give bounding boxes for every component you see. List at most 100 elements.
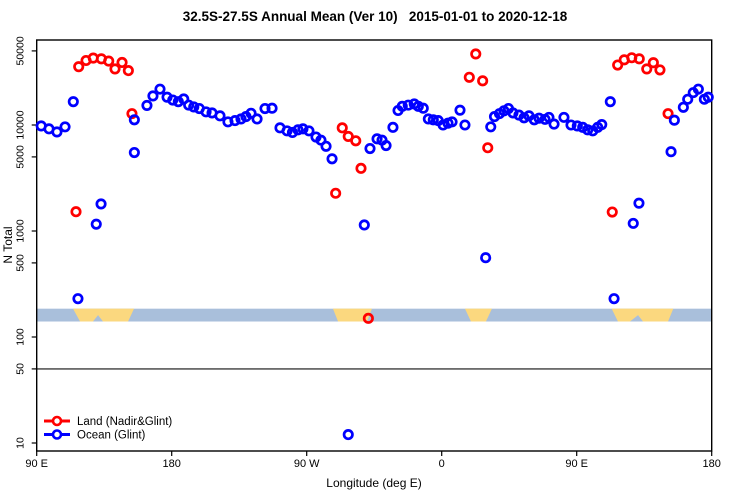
ocean-data-point [459, 119, 471, 131]
ocean-data-point [380, 139, 392, 152]
ocean-data-point [668, 114, 680, 126]
legend-label: Ocean (Glint) [77, 430, 146, 442]
land-data-point [355, 162, 367, 174]
land-data-point [641, 63, 653, 75]
land-data-point [633, 53, 645, 65]
ocean-data-point [188, 101, 200, 113]
x-tick-label: 180 [163, 458, 181, 470]
land-data-point [606, 206, 618, 218]
legend-label: Land (Nadir&Glint) [77, 416, 172, 428]
ocean-data-point [183, 99, 195, 111]
ocean-data-point [543, 111, 555, 123]
map-strip-land-segment [464, 308, 492, 322]
ocean-data-point [141, 99, 153, 111]
land-data-point [103, 55, 115, 67]
ocean-data-point [292, 124, 304, 136]
ocean-data-point [154, 83, 166, 95]
y-tick-label: 500 [15, 254, 27, 272]
ocean-data-point [51, 126, 63, 138]
y-tick-label: 100 [15, 328, 27, 346]
plot-border [36, 39, 713, 452]
ocean-data-point [665, 146, 677, 158]
ocean-data-point [342, 429, 354, 441]
ocean-data-point [604, 96, 616, 108]
ocean-data-point [72, 293, 84, 305]
land-data-point [647, 57, 659, 69]
x-axis-title: Longitude (deg E) [326, 476, 421, 490]
ocean-data-point [371, 133, 383, 145]
ocean-data-point [548, 118, 560, 130]
land-data-point [463, 71, 475, 83]
y-tick-label: 10000 [15, 110, 27, 139]
land-data-point [73, 61, 85, 73]
x-tick-label: 180 [703, 458, 721, 470]
ocean-data-point [90, 218, 102, 230]
ocean-data-point [608, 293, 620, 305]
land-data-point [477, 75, 489, 87]
land-data-point [336, 122, 348, 134]
map-strip-ocean [36, 308, 712, 322]
y-tick-label: 1000 [15, 219, 27, 243]
ocean-data-point [702, 91, 714, 103]
ocean-data-point [533, 112, 545, 124]
y-tick-label: 50000 [15, 36, 27, 65]
ocean-data-point [286, 126, 298, 139]
ocean-data-point [507, 107, 519, 119]
ocean-data-point [200, 106, 212, 118]
ocean-data-point [571, 120, 583, 132]
land-data-point [362, 312, 374, 324]
ocean-data-point [303, 125, 315, 137]
ocean-data-point [558, 111, 570, 123]
y-tick-label: 5000 [15, 145, 27, 169]
ocean-data-point [454, 104, 466, 116]
ocean-data-point [446, 116, 458, 128]
ocean-data-point [59, 121, 71, 133]
x-tick-label: 90 E [25, 458, 48, 470]
ocean-data-point [147, 90, 159, 102]
ocean-data-point [326, 153, 338, 165]
land-data-point [662, 108, 674, 120]
land-data-point [654, 64, 666, 76]
land-data-point [470, 48, 482, 60]
land-data-point [122, 65, 134, 77]
map-strip-land-segment [611, 308, 674, 322]
land-data-point [70, 206, 82, 218]
y-axis-title: N Total [1, 226, 15, 263]
ocean-data-point [229, 115, 241, 127]
ocean-data-point [682, 93, 694, 105]
ocean-data-point [245, 107, 257, 119]
y-tick-label: 50 [15, 363, 27, 375]
ocean-data-point [387, 121, 399, 133]
ocean-data-point [596, 118, 608, 131]
x-tick-label: 0 [439, 458, 445, 470]
ocean-data-point [67, 96, 79, 108]
legend-point-sample [51, 415, 63, 427]
map-strip-land-segment [332, 308, 372, 322]
ocean-data-point [364, 142, 376, 155]
map-strip-land-segment [73, 308, 135, 322]
ocean-data-point [128, 114, 140, 126]
ocean-data-point [95, 198, 107, 210]
x-tick-label: 90 E [565, 458, 588, 470]
ocean-data-point [427, 114, 439, 126]
x-tick-label: 90 W [294, 458, 320, 470]
land-data-point [330, 187, 342, 199]
ocean-data-point [214, 110, 226, 122]
ocean-data-point [417, 102, 429, 114]
ocean-data-point [167, 94, 179, 106]
ocean-data-point [396, 100, 408, 112]
land-data-point [482, 142, 494, 154]
ocean-data-point [402, 99, 414, 111]
ocean-data-point [251, 113, 263, 125]
ocean-data-point [281, 125, 293, 137]
land-data-point [116, 56, 128, 69]
y-tick-label: 10 [15, 437, 27, 449]
ocean-data-point [358, 219, 370, 231]
ocean-data-point [633, 197, 645, 209]
land-data-point [109, 63, 121, 75]
ocean-data-point [565, 119, 577, 131]
ocean-data-point [485, 121, 497, 133]
land-data-point [350, 135, 362, 147]
ocean-data-point [627, 217, 639, 229]
